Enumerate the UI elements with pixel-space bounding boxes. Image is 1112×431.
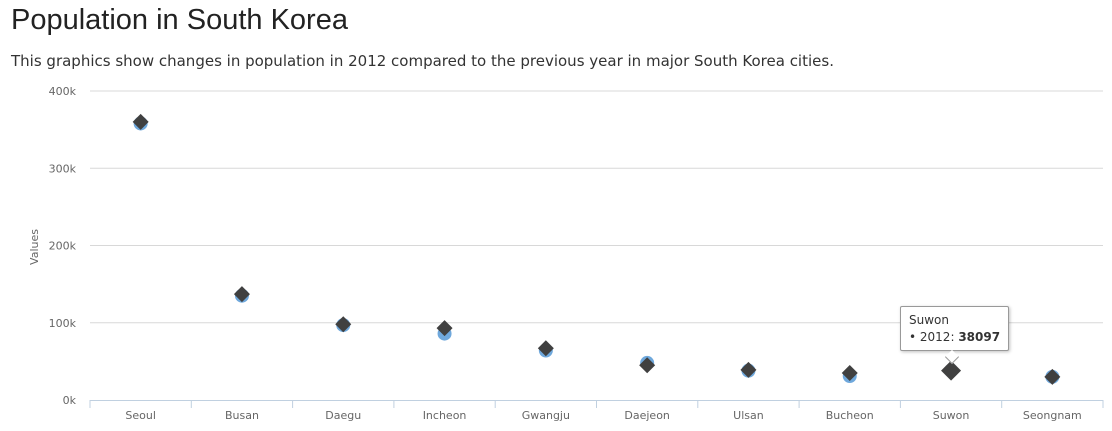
data-point-diamond[interactable]	[740, 361, 757, 378]
tooltip-bullet: •	[909, 330, 917, 344]
x-tick-label: Incheon	[423, 409, 467, 422]
x-tick-label: Gwangju	[522, 409, 570, 422]
x-tick-label: Suwon	[933, 409, 970, 422]
x-tick-label: Seongnam	[1023, 409, 1082, 422]
x-tick-label: Ulsan	[733, 409, 764, 422]
y-axis-label: Values	[28, 229, 41, 265]
x-tick-label: Daegu	[325, 409, 361, 422]
data-point-diamond[interactable]	[941, 360, 962, 381]
data-point-diamond[interactable]	[335, 316, 352, 333]
tooltip-row: • 2012: 38097	[909, 330, 1000, 344]
tooltip-title: Suwon	[909, 313, 949, 327]
x-tick-label: Daejeon	[624, 409, 670, 422]
tooltip-series-label: 2012:	[919, 330, 955, 344]
y-tick-label: 400k	[49, 85, 77, 98]
data-point-diamond[interactable]	[537, 340, 554, 357]
x-tick-label: Busan	[225, 409, 259, 422]
y-tick-label: 300k	[49, 162, 77, 175]
y-tick-label: 200k	[49, 240, 77, 253]
data-point-diamond[interactable]	[841, 364, 858, 381]
data-point-diamond[interactable]	[233, 286, 250, 303]
chart-title: Population in South Korea	[11, 4, 348, 36]
data-point-diamond[interactable]	[639, 357, 656, 374]
tooltip: Suwon • 2012: 38097	[900, 306, 1010, 351]
y-tick-label: 0k	[63, 394, 77, 407]
chart-subtitle: This graphics show changes in population…	[11, 52, 834, 70]
data-points	[132, 113, 1061, 385]
y-axis-ticks: 0k 100k 200k 300k 400k	[49, 85, 77, 407]
y-tick-label: 100k	[49, 317, 77, 330]
data-point-diamond[interactable]	[1044, 368, 1061, 385]
x-tick-label: Seoul	[125, 409, 156, 422]
data-point-diamond[interactable]	[132, 113, 149, 130]
data-point-diamond[interactable]	[436, 320, 453, 337]
x-tick-label: Bucheon	[826, 409, 874, 422]
tooltip-value: 38097	[958, 330, 1001, 344]
x-axis: Seoul Busan Daegu Incheon Gwangju Daejeon Ulsa…	[89, 400, 1104, 422]
